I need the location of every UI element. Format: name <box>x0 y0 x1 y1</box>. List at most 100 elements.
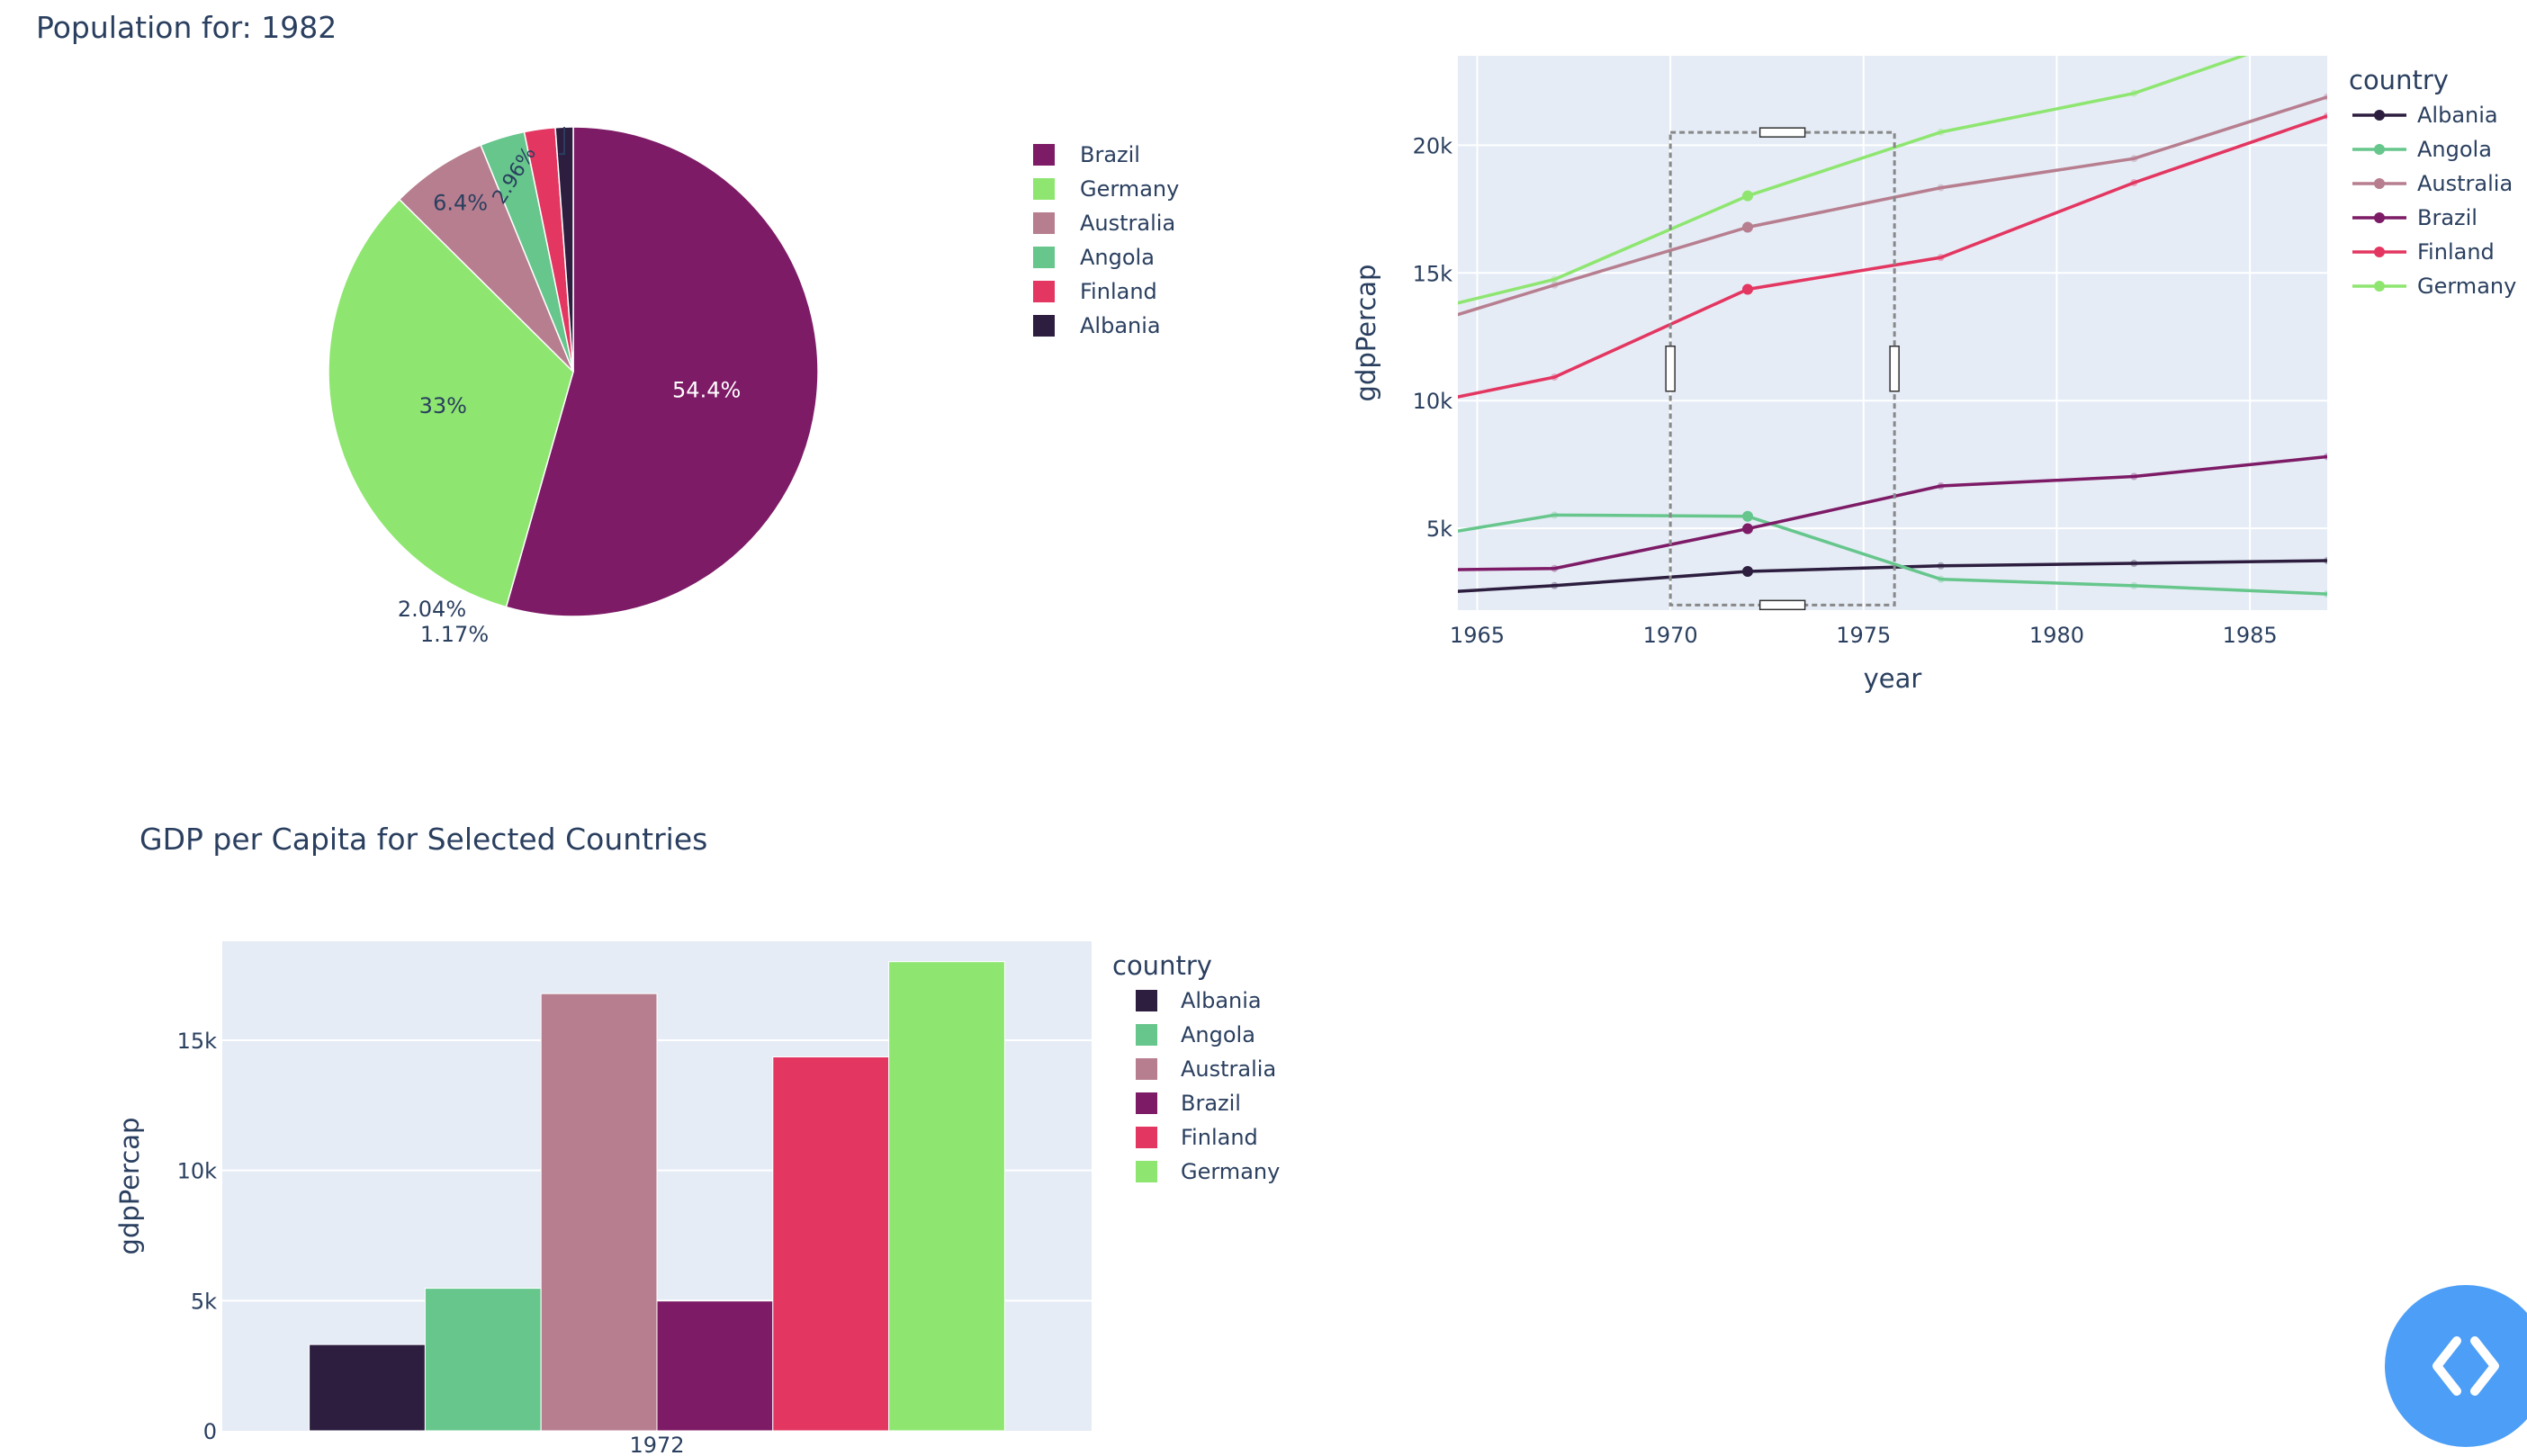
pie-slice-label: 54.4% <box>672 378 741 403</box>
line-series-path <box>1458 56 2248 305</box>
line-x-tick: 1970 <box>1643 623 1698 648</box>
selection-handle-left <box>1665 345 1676 392</box>
pie-title: Population for: 1982 <box>36 10 337 45</box>
pie-legend-swatch <box>1033 144 1055 166</box>
line-x-axis-title: year <box>1864 663 1922 694</box>
line-point <box>1742 221 1753 233</box>
bar-y-tick: 5k <box>191 1289 217 1314</box>
line-point <box>1551 281 1559 289</box>
bar-legend-swatch <box>1136 1092 1157 1114</box>
pie-legend-label: Brazil <box>1080 142 1140 167</box>
pie-legend-swatch <box>1033 281 1055 302</box>
line-point <box>1742 510 1753 522</box>
line-point <box>1742 523 1753 535</box>
line-point <box>1937 575 1945 583</box>
pie-slice <box>554 126 574 373</box>
pie-slice <box>328 198 574 608</box>
pie-legend-label: Angola <box>1080 245 1155 270</box>
pie-slice-label: 33% <box>419 393 467 418</box>
line-point <box>1551 275 1559 283</box>
pie-legend-label: Australia <box>1080 211 1175 236</box>
pie-legend-swatch <box>1033 247 1055 268</box>
bar-legend-label: Australia <box>1181 1056 1276 1082</box>
line-point <box>2130 178 2138 186</box>
pie-legend-swatch <box>1033 315 1055 337</box>
line-legend-label: Finland <box>2417 239 2495 265</box>
line-x-tick: 1980 <box>2029 623 2084 648</box>
selection-handle-top <box>1758 127 1806 138</box>
pie-slice-label: 2.04% <box>398 597 466 622</box>
line-series-path <box>1458 513 2327 596</box>
line-point <box>1742 283 1753 295</box>
line-legend-marker <box>2374 212 2385 223</box>
line-legend-label: Germany <box>2417 274 2516 299</box>
bar-legend-label: Germany <box>1181 1159 1280 1184</box>
line-point <box>2324 93 2327 101</box>
line-series-path <box>1458 454 2327 571</box>
line-y-tick: 20k <box>1413 133 1453 158</box>
line-point <box>1937 128 1945 136</box>
line-x-tick: 1965 <box>1450 623 1505 648</box>
bar-y-tick: 10k <box>177 1159 218 1184</box>
line-point <box>2130 581 2138 589</box>
line-point <box>1551 581 1559 589</box>
line-series-path <box>1458 95 2327 317</box>
line-legend-label: Angola <box>2417 137 2492 162</box>
line-point <box>2130 155 2138 163</box>
code-brackets-icon <box>2433 1336 2499 1396</box>
line-point <box>2130 89 2138 97</box>
bar-x-tick: 1972 <box>629 1433 684 1456</box>
bar <box>772 1056 890 1432</box>
line-y-tick: 15k <box>1413 261 1453 286</box>
line-point <box>1937 482 1945 490</box>
pie-legend-label: Finland <box>1080 279 1157 304</box>
line-y-tick: 5k <box>1426 517 1452 542</box>
line-legend-marker <box>2374 110 2385 121</box>
bar-title: GDP per Capita for Selected Countries <box>139 822 707 857</box>
pie-legend-label: Albania <box>1080 313 1161 338</box>
line-series-group <box>1458 56 2327 598</box>
bar-legend-label: Albania <box>1181 988 1262 1013</box>
line-legend-label: Australia <box>2417 171 2513 196</box>
line-point <box>1937 562 1945 570</box>
line-point <box>1742 566 1753 578</box>
line-point <box>2324 112 2327 120</box>
line-point <box>1551 511 1559 519</box>
line-legend-marker <box>2374 247 2385 257</box>
bar-y-tick: 0 <box>203 1419 217 1444</box>
line-legend-title: country <box>2349 65 2449 95</box>
line-point <box>1551 564 1559 572</box>
line-point <box>1937 184 1945 192</box>
bar-y-axis-title: gdpPercap <box>114 1118 145 1255</box>
pie-slice-label: 6.4% <box>433 190 488 215</box>
bar <box>309 1344 426 1432</box>
bar-legend-swatch <box>1136 1161 1157 1182</box>
line-series-path <box>1458 114 2327 399</box>
bar-legend-swatch <box>1136 1024 1157 1046</box>
line-point <box>1742 190 1753 202</box>
pie-legend-swatch <box>1033 178 1055 200</box>
line-legend-label: Brazil <box>2417 205 2478 230</box>
bar <box>424 1288 542 1432</box>
dev-tools-button[interactable] <box>2385 1285 2527 1447</box>
bar-legend-swatch <box>1136 990 1157 1011</box>
line-x-tick: 1975 <box>1836 623 1891 648</box>
line-y-axis-title: gdpPercap <box>1351 265 1381 402</box>
bar <box>540 993 658 1432</box>
line-point <box>1551 373 1559 382</box>
bar-legend-swatch <box>1136 1058 1157 1080</box>
bar <box>888 961 1005 1432</box>
line-x-tick: 1985 <box>2223 623 2278 648</box>
pie-leader-line <box>559 127 566 156</box>
bar-y-tick: 15k <box>177 1029 218 1054</box>
line-legend-label: Albania <box>2417 103 2498 128</box>
bar-legend-label: Finland <box>1181 1125 1258 1150</box>
selection-handle-right <box>1889 345 1900 392</box>
line-point <box>2324 590 2327 598</box>
bar-legend-swatch <box>1136 1127 1157 1148</box>
pie-legend-swatch <box>1033 212 1055 234</box>
line-point <box>2130 472 2138 481</box>
